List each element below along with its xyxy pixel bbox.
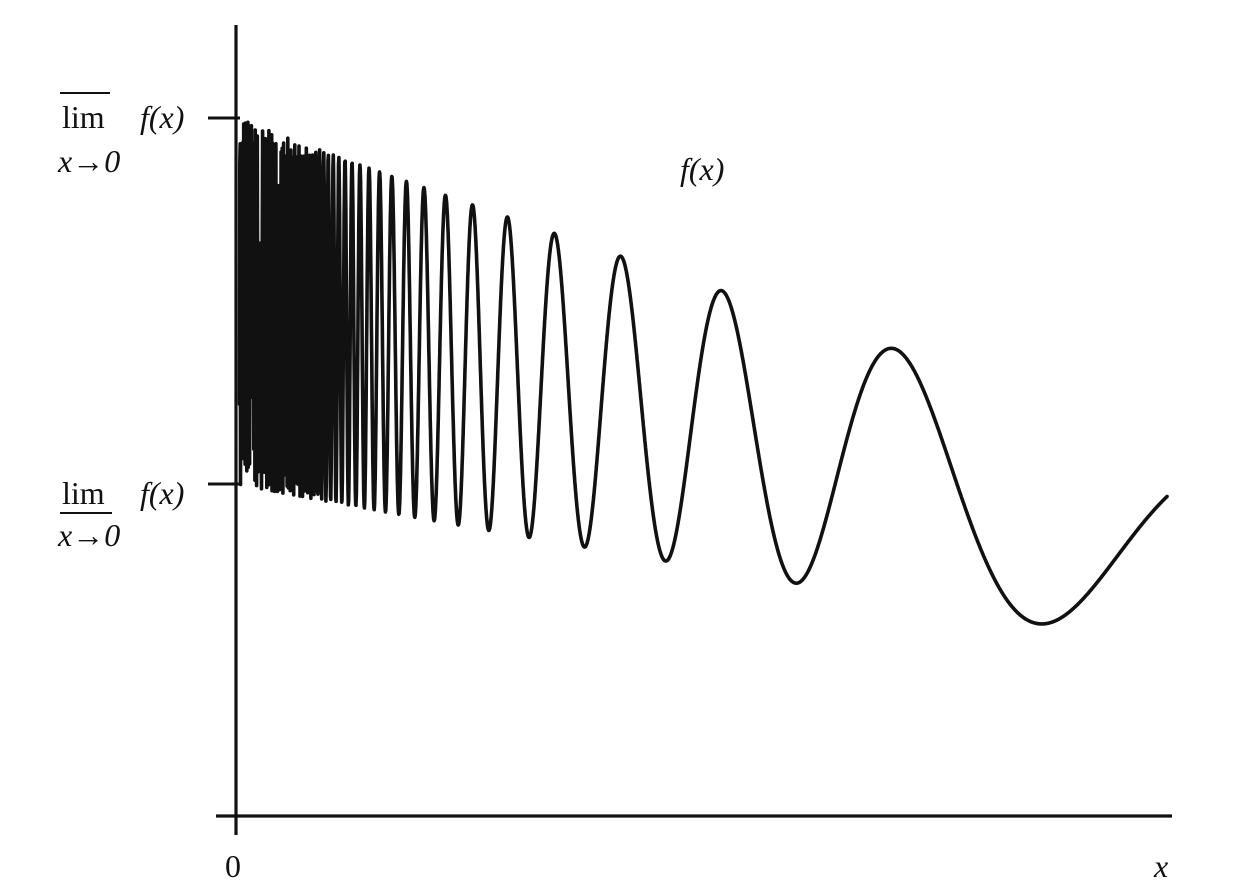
lower-limit-function: f(x) (140, 475, 184, 511)
lower-limit-subscript: x→0 (57, 517, 120, 553)
oscillating-curve (237, 120, 1169, 626)
upper-limit-subscript: x→0 (57, 143, 120, 179)
upper-limit-operator: lim (62, 99, 105, 135)
origin-label: 0 (225, 848, 241, 884)
lower-limit-label: lim f(x) x→0 (57, 475, 184, 553)
upper-limit-function: f(x) (140, 99, 184, 135)
lower-limit-operator: lim (62, 475, 105, 511)
x-axis-label: x (1153, 848, 1168, 884)
upper-limit-label: lim f(x) x→0 (57, 92, 184, 179)
curve-label: f(x) (680, 151, 724, 187)
